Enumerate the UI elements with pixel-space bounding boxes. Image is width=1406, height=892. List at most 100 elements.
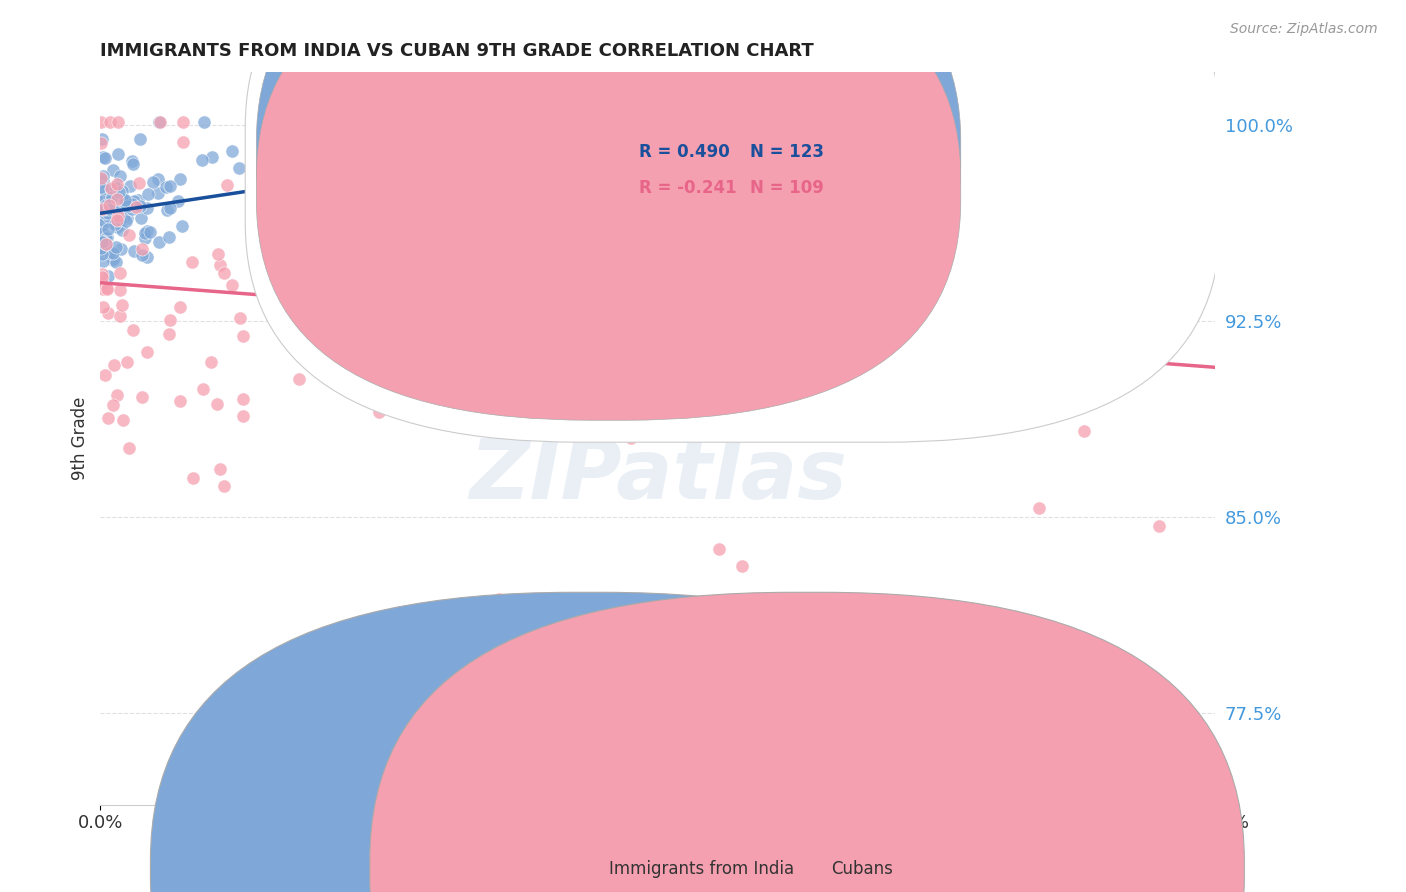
Point: [250, 215, 273, 229]
Point: [628, 115, 651, 129]
Point: [620, 306, 643, 320]
Point: [90, 136, 112, 150]
Point: [101, 163, 124, 178]
Point: [170, 219, 193, 233]
Point: [138, 225, 160, 239]
Point: [138, 186, 160, 201]
Point: [1147, 518, 1170, 533]
Point: [98, 193, 121, 207]
Point: [90, 226, 112, 240]
Point: [91, 253, 114, 268]
Point: [98, 246, 121, 260]
Point: [136, 224, 159, 238]
Point: [90, 239, 112, 253]
Point: [97, 202, 120, 216]
Y-axis label: 9th Grade: 9th Grade: [72, 397, 89, 480]
Point: [221, 144, 243, 158]
Text: Cubans: Cubans: [831, 860, 893, 878]
Point: [405, 376, 427, 390]
Point: [97, 210, 120, 224]
Point: [97, 411, 120, 425]
Point: [96, 230, 118, 244]
Point: [582, 132, 605, 146]
Point: [201, 150, 224, 164]
Point: [129, 211, 152, 225]
Point: [96, 281, 118, 295]
Point: [191, 382, 214, 396]
Point: [90, 192, 112, 206]
Point: [142, 176, 165, 190]
Text: ZIPatlas: ZIPatlas: [468, 434, 846, 516]
Point: [91, 267, 114, 281]
Point: [232, 409, 254, 424]
Point: [374, 383, 396, 397]
Point: [91, 173, 114, 187]
Point: [121, 202, 143, 217]
Point: [136, 250, 159, 264]
Point: [249, 263, 271, 277]
Point: [97, 206, 120, 220]
Point: [90, 240, 112, 254]
Point: [444, 409, 467, 424]
Point: [90, 202, 112, 216]
Point: [288, 372, 311, 386]
Point: [101, 205, 124, 219]
Point: [159, 201, 181, 215]
Point: [148, 115, 170, 129]
Point: [91, 200, 114, 214]
Point: [94, 198, 117, 212]
Point: [191, 153, 214, 168]
Point: [108, 266, 131, 280]
Text: N = 123: N = 123: [751, 143, 824, 161]
Point: [1029, 268, 1052, 282]
Point: [94, 210, 117, 224]
Point: [96, 231, 118, 245]
Point: [367, 404, 389, 418]
Point: [124, 244, 146, 258]
Point: [98, 210, 121, 224]
Point: [105, 219, 128, 234]
Point: [90, 179, 112, 194]
Point: [169, 301, 191, 315]
Point: [90, 202, 112, 216]
Point: [122, 157, 145, 171]
Point: [1028, 500, 1050, 515]
Point: [159, 313, 181, 327]
Point: [148, 171, 170, 186]
Point: [488, 591, 510, 606]
Point: [98, 115, 121, 129]
Point: [212, 479, 235, 493]
Point: [169, 171, 191, 186]
Point: [93, 196, 115, 211]
Point: [94, 215, 117, 229]
Point: [112, 210, 135, 224]
Text: Immigrants from India: Immigrants from India: [609, 860, 794, 878]
Point: [232, 329, 254, 343]
Point: [155, 179, 177, 194]
Point: [128, 176, 150, 190]
Point: [607, 402, 630, 417]
Point: [118, 441, 141, 455]
Point: [105, 192, 128, 206]
FancyBboxPatch shape: [256, 0, 960, 420]
Point: [122, 323, 145, 337]
Point: [103, 358, 125, 372]
Point: [91, 282, 114, 296]
Point: [479, 310, 502, 324]
Point: [550, 334, 572, 349]
Point: [90, 234, 112, 248]
Point: [962, 354, 984, 368]
Point: [425, 244, 447, 258]
Point: [131, 391, 153, 405]
Point: [112, 195, 135, 210]
Point: [93, 368, 115, 383]
Point: [129, 132, 152, 146]
Point: [921, 345, 943, 359]
Point: [108, 169, 131, 183]
Point: [172, 135, 194, 149]
Point: [91, 169, 114, 183]
Point: [1053, 186, 1076, 201]
Point: [250, 166, 273, 180]
Point: [200, 355, 222, 369]
Point: [90, 220, 112, 235]
